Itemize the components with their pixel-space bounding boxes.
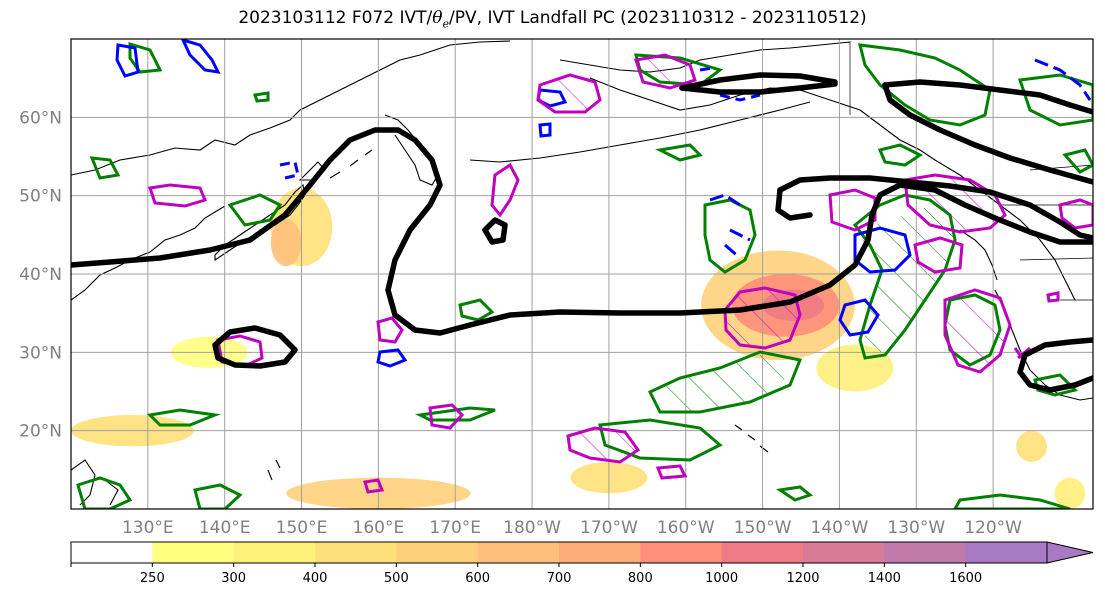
- longitude-label: 170°E: [429, 518, 481, 538]
- ivt-shade-region: [270, 219, 302, 267]
- latitude-label: 40°N: [19, 265, 62, 285]
- longitude-label: 170°W: [580, 518, 638, 538]
- colorbar-extend-arrow: [1046, 541, 1094, 564]
- theta-symbol: θ: [432, 8, 443, 28]
- longitude-label: 160°E: [353, 518, 405, 538]
- colorbar-tick-label: 1600: [949, 571, 982, 586]
- colorbar-segment: [803, 542, 885, 563]
- colorbar-tick-label: 600: [465, 571, 490, 586]
- longitude-label: 140°E: [199, 518, 251, 538]
- longitude-label: 130°E: [122, 518, 174, 538]
- colorbar-segment: [721, 542, 804, 563]
- colorbar-segment: [233, 542, 316, 563]
- title-suffix: /PV, IVT Landfall PC (2023110312 - 20231…: [449, 8, 867, 28]
- theta-e-contours: [115, 39, 1092, 368]
- longitude-labels: 130°E 140°E 150°E 160°E 170°E 180°W 170°W 160°W…: [122, 518, 1022, 538]
- theta-subscript: e: [442, 17, 450, 31]
- colorbar-segment: [396, 542, 479, 563]
- ivt-colorbar: 250 300 400 500 600 700 800 1000 1200 1400 1600: [70, 541, 1094, 586]
- longitude-label: 130°W: [887, 518, 945, 538]
- colorbar-tick-label: 1400: [868, 571, 901, 586]
- ivt-shade-region: [1016, 430, 1047, 463]
- longitude-label: 120°W: [964, 518, 1022, 538]
- latitude-label: 20°N: [19, 422, 62, 442]
- longitude-label: 160°W: [657, 518, 715, 538]
- longitude-label: 150°E: [276, 518, 328, 538]
- colorbar-tick-label: 1200: [786, 571, 819, 586]
- map-plot-area: [71, 39, 1093, 509]
- colorbar-segment: [477, 542, 560, 563]
- colorbar-segment: [884, 542, 967, 563]
- colorbar-tick-label: 700: [547, 571, 572, 586]
- colorbar-tick-label: 800: [628, 571, 653, 586]
- colorbar-segment: [315, 542, 397, 563]
- longitude-label: 180°W: [503, 518, 561, 538]
- colorbar-segment: [640, 542, 723, 563]
- colorbar-tick-label: 1000: [705, 571, 738, 586]
- title-prefix: 2023103112 F072 IVT/: [238, 8, 433, 28]
- colorbar-tick-label: 500: [384, 571, 409, 586]
- map-title: 2023103112 F072 IVT/θe/PV, IVT Landfall …: [0, 8, 1105, 30]
- longitude-label: 150°W: [734, 518, 792, 538]
- latitude-label: 50°N: [19, 187, 62, 207]
- colorbar-segment: [559, 542, 641, 563]
- colorbar-tick-label: 400: [303, 571, 328, 586]
- latitude-label: 60°N: [19, 108, 62, 128]
- ivt-shade-region: [1054, 477, 1086, 509]
- latitude-labels: 20°N 30°N 40°N 50°N 60°N: [19, 108, 62, 441]
- colorbar-tick-label: 250: [140, 571, 165, 586]
- colorbar-tick-label: 300: [221, 571, 246, 586]
- colorbar-segment: [71, 542, 153, 563]
- pv-contours: [71, 72, 1093, 393]
- colorbar-segment: [965, 542, 1048, 563]
- latitude-label: 30°N: [19, 343, 62, 363]
- colorbar-segment: [152, 542, 235, 563]
- longitude-label: 140°W: [811, 518, 869, 538]
- map-frame: [70, 38, 1094, 510]
